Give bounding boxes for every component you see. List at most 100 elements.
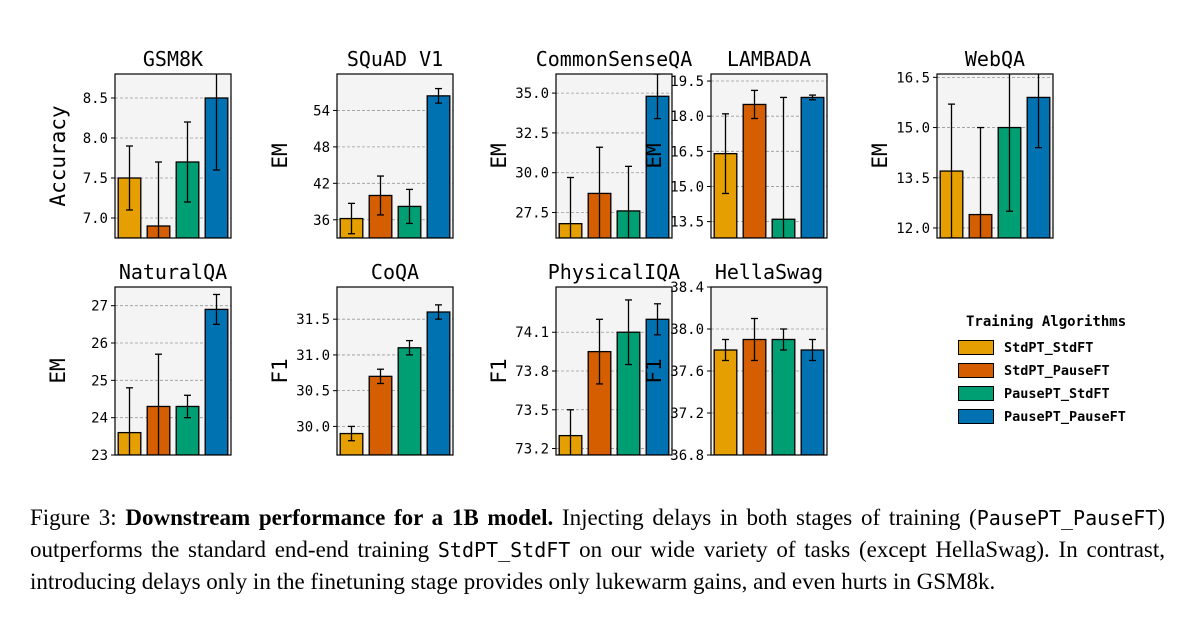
- bar-hellaswag-3: [800, 349, 825, 455]
- caption-bold: Downstream performance for a 1B model.: [125, 505, 554, 530]
- y-tick-label: 27: [91, 299, 108, 315]
- chart-physicaliqa: 73.2 73.5 73.8 74.1 PhysicalIQA F1: [487, 260, 680, 458]
- bar-naturalqa-3: [204, 308, 229, 455]
- y-tick-label: 37.6: [670, 364, 704, 380]
- y-axis-label: F1: [268, 358, 292, 383]
- y-tick-label: 26: [91, 336, 108, 352]
- caption-part3: on our wide variety of tasks (except Hel…: [30, 537, 1166, 594]
- plot-frame: [336, 286, 454, 456]
- bar-coqa-1: [368, 375, 393, 455]
- plot-frame: [336, 73, 454, 239]
- y-tick-label: 31.0: [296, 348, 330, 364]
- y-tick-label: 25: [91, 373, 108, 389]
- chart-title: NaturalQA: [119, 260, 227, 284]
- y-tick-label: 30.0: [515, 166, 549, 182]
- caption-code2: StdPT_StdFT: [437, 538, 571, 562]
- bar-squad-v1-3: [426, 95, 451, 238]
- legend-item-pausept-pauseft: PausePT_PauseFT: [958, 405, 1158, 428]
- chart-squad-v1: 36 42 48 54 SQuAD V1 EM: [268, 47, 454, 239]
- plot-frame: [936, 73, 1054, 239]
- chart-title: SQuAD V1: [347, 47, 443, 71]
- bar-lambada-3: [800, 96, 825, 238]
- y-tick-label: 30.0: [296, 419, 330, 435]
- y-tick-label: 48: [313, 140, 330, 156]
- chart-title: WebQA: [965, 47, 1025, 71]
- legend-swatch: [958, 363, 994, 378]
- y-tick-label: 18.0: [670, 109, 704, 125]
- y-tick-label: 8.0: [83, 131, 108, 147]
- plot-frame: [114, 73, 232, 239]
- y-tick-label: 15.0: [670, 179, 704, 195]
- y-axis-label: EM: [46, 358, 70, 383]
- chart-title: GSM8K: [143, 47, 203, 71]
- y-tick-label: 24: [91, 411, 108, 427]
- legend: Training Algorithms StdPT_StdFT StdPT_Pa…: [958, 314, 1158, 428]
- y-tick-label: 15.0: [896, 121, 930, 137]
- legend-label: PausePT_StdFT: [1004, 385, 1110, 402]
- y-axis-label: F1: [487, 358, 511, 383]
- bar-hellaswag-0: [713, 349, 738, 455]
- plot-frame: [710, 73, 828, 239]
- y-tick-label: 30.5: [296, 384, 330, 400]
- y-tick-label: 73.2: [515, 442, 549, 458]
- y-tick-label: 36.8: [670, 448, 704, 464]
- y-tick-label: 35.0: [515, 86, 549, 102]
- caption-part2: ) outperforms the standard end-end train…: [30, 505, 1166, 562]
- bar-lambada-1: [742, 103, 767, 238]
- y-tick-label: 13.5: [670, 215, 704, 231]
- y-tick-label: 54: [313, 103, 330, 119]
- chart-coqa: 30.0 30.5 31.0 31.5 CoQA F1: [268, 260, 454, 456]
- caption-label: Figure 3:: [30, 505, 117, 530]
- legend-swatch: [958, 340, 994, 355]
- caption-code1: PausePT_PauseFT: [976, 506, 1158, 530]
- y-axis-label: F1: [642, 358, 666, 383]
- y-axis-label: EM: [642, 143, 666, 168]
- y-tick-label: 74.1: [515, 325, 549, 341]
- y-tick-label: 7.5: [83, 171, 108, 187]
- figure-caption: Figure 3: Downstream performance for a 1…: [30, 502, 1165, 597]
- y-tick-label: 8.5: [83, 91, 108, 107]
- caption-part1: Injecting delays in both stages of train…: [561, 505, 977, 530]
- plot-frame: [710, 286, 828, 456]
- chart-naturalqa: 23 24 25 26 27 NaturalQA EM: [46, 260, 232, 464]
- plot-frame: [555, 73, 673, 239]
- legend-label: PausePT_PauseFT: [1004, 408, 1126, 425]
- bar-coqa-3: [426, 311, 451, 455]
- legend-swatch: [958, 409, 994, 424]
- y-tick-label: 13.5: [896, 171, 930, 187]
- y-tick-label: 19.5: [670, 74, 704, 90]
- y-tick-label: 37.2: [670, 406, 704, 422]
- chart-hellaswag: 36.8 37.2 37.6 38.0 38.4 HellaSwag F1: [642, 260, 828, 464]
- plot-frame: [555, 286, 673, 456]
- bar-coqa-2: [397, 347, 422, 455]
- y-tick-label: 27.5: [515, 206, 549, 222]
- chart-title: CommonSenseQA: [536, 47, 693, 71]
- y-tick-label: 31.5: [296, 312, 330, 328]
- chart-commonsenseqa: 27.5 30.0 32.5 35.0 CommonSenseQA EM: [487, 47, 693, 239]
- plot-frame: [114, 286, 232, 456]
- bar-hellaswag-2: [771, 338, 796, 455]
- y-tick-label: 7.0: [83, 211, 108, 227]
- chart-title: CoQA: [371, 260, 419, 284]
- y-axis-label: EM: [268, 143, 292, 168]
- chart-webqa: 12.0 13.5 15.0 16.5 WebQA EM: [868, 47, 1054, 239]
- y-tick-label: 38.4: [670, 280, 704, 296]
- chart-title: HellaSwag: [715, 260, 823, 284]
- y-tick-label: 16.5: [670, 144, 704, 160]
- chart-gsm8k: 7.0 7.5 8.0 8.5 GSM8K Accuracy: [46, 47, 232, 239]
- legend-item-stdpt-stdft: StdPT_StdFT: [958, 336, 1158, 359]
- legend-swatch: [958, 386, 994, 401]
- chart-title: PhysicalIQA: [548, 260, 680, 284]
- legend-label: StdPT_PauseFT: [1004, 362, 1110, 379]
- y-tick-label: 36: [313, 213, 330, 229]
- chart-lambada: 13.5 15.0 16.5 18.0 19.5 LAMBADA EM: [642, 47, 828, 239]
- y-tick-label: 12.0: [896, 221, 930, 237]
- legend-label: StdPT_StdFT: [1004, 339, 1094, 356]
- y-tick-label: 73.8: [515, 364, 549, 380]
- y-tick-label: 42: [313, 176, 330, 192]
- y-tick-label: 23: [91, 448, 108, 464]
- chart-title: LAMBADA: [727, 47, 811, 71]
- y-axis-label: EM: [487, 143, 511, 168]
- y-axis-label: EM: [868, 143, 892, 168]
- chart-grid: 7.0 7.5 8.0 8.5 GSM8K Accuracy 36 42 48 54 SQuAD V…: [46, 47, 1054, 464]
